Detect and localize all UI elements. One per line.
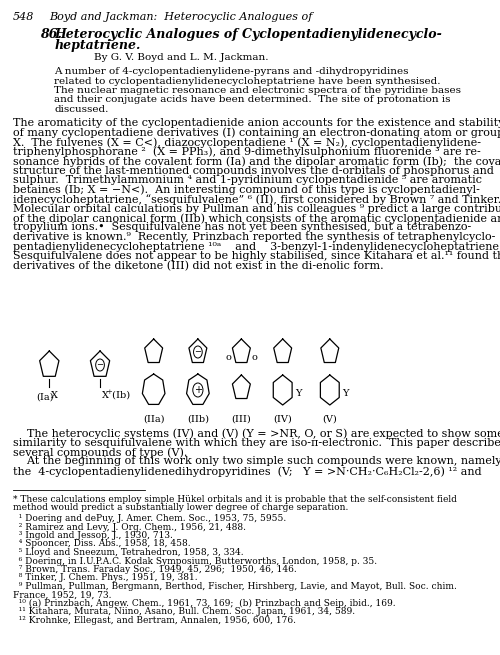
- Text: A number of 4-cyclopentadienylidene-pyrans and -dihydropyridines: A number of 4-cyclopentadienylidene-pyra…: [54, 67, 409, 76]
- Text: France, 1952, 19, 73.: France, 1952, 19, 73.: [13, 591, 112, 599]
- Text: By G. V. Boyd and L. M. Jackman.: By G. V. Boyd and L. M. Jackman.: [94, 53, 268, 62]
- Text: (IIa): (IIa): [143, 415, 165, 424]
- Text: (V): (V): [322, 415, 337, 424]
- Text: Molecular orbital calculations by Pullman and his colleagues ⁹ predict a large c: Molecular orbital calculations by Pullma…: [13, 204, 500, 214]
- Text: ⁵ Lloyd and Sneezum, Tetrahedron, 1958, 3, 334.: ⁵ Lloyd and Sneezum, Tetrahedron, 1958, …: [13, 548, 243, 557]
- Text: −: −: [194, 348, 202, 356]
- Text: similarity to sesquifulvalene with which they are iso-π-electronic.  This paper : similarity to sesquifulvalene with which…: [13, 438, 500, 447]
- Text: Y: Y: [295, 388, 302, 398]
- Text: derivative is known.⁹  Recently, Prinzbach reported the synthesis of tetraphenyl: derivative is known.⁹ Recently, Prinzbac…: [13, 232, 496, 242]
- Text: ¹ Doering and dePuy, J. Amer. Chem. Soc., 1953, 75, 5955.: ¹ Doering and dePuy, J. Amer. Chem. Soc.…: [13, 514, 286, 523]
- Text: ⁸ Tinker, J. Chem. Phys., 1951, 19, 381.: ⁸ Tinker, J. Chem. Phys., 1951, 19, 381.: [13, 574, 198, 582]
- Text: Heterocyclic Analogues of Cyclopentadienylidenecyclo-: Heterocyclic Analogues of Cyclopentadien…: [54, 28, 442, 41]
- Text: (III): (III): [232, 415, 252, 424]
- Text: of many cyclopentadiene derivatives (I) containing an electron-donating atom or : of many cyclopentadiene derivatives (I) …: [13, 128, 500, 138]
- Text: The nuclear magnetic resonance and electronic spectra of the pyridine bases: The nuclear magnetic resonance and elect…: [54, 86, 462, 95]
- Text: −: −: [96, 360, 103, 369]
- Text: The aromaticity of the cyclopentadienide anion accounts for the existence and st: The aromaticity of the cyclopentadienide…: [13, 118, 500, 128]
- Text: sulphur.  Trimethylammonium ⁴ and 1-pyridinium cyclopentadienide ⁵ are aromatic: sulphur. Trimethylammonium ⁴ and 1-pyrid…: [13, 175, 482, 185]
- Text: related to cyclopentadienylidenecycloheptatriene have been synthesised.: related to cyclopentadienylidenecyclohep…: [54, 77, 441, 86]
- Text: ¹¹ Kitahara, Murata, Niino, Asano, Bull. Chem. Soc. Japan, 1961, 34, 589.: ¹¹ Kitahara, Murata, Niino, Asano, Bull.…: [13, 607, 355, 616]
- Text: Sesquifulvalene does not appear to be highly stabilised, since Kitahara et al.¹¹: Sesquifulvalene does not appear to be hi…: [13, 251, 500, 261]
- Text: ¹⁰ (a) Prinzbach, Angew. Chem., 1961, 73, 169;  (b) Prinzbach and Seip, ibid., 1: ¹⁰ (a) Prinzbach, Angew. Chem., 1961, 73…: [13, 599, 396, 608]
- Text: Boyd and Jackman:  Heterocyclic Analogues of: Boyd and Jackman: Heterocyclic Analogues…: [50, 12, 313, 22]
- Text: X: X: [50, 391, 58, 400]
- Text: sonance hybrids of the covalent form (Ia) and the dipolar aromatic form (Ib);  t: sonance hybrids of the covalent form (Ia…: [13, 156, 500, 166]
- Text: (Ib): (Ib): [110, 391, 130, 400]
- Text: several compounds of type (V).: several compounds of type (V).: [13, 447, 188, 458]
- Text: X: X: [102, 391, 108, 400]
- Text: 86.: 86.: [40, 28, 62, 41]
- Text: tropylium ions.•  Sesquifulvalene has not yet been synthesised, but a tetrabenzo: tropylium ions.• Sesquifulvalene has not…: [13, 223, 471, 233]
- Text: triphenylphosphorane ²  (X = PPh₃), and 9-dimethylsulphonium fluorenide ³ are re: triphenylphosphorane ² (X = PPh₃), and 9…: [13, 147, 481, 157]
- Text: of the dipolar canonical form (IIb) which consists of the aromatic cyclopentadie: of the dipolar canonical form (IIb) whic…: [13, 213, 500, 223]
- Text: idenecycloheptatriene, “sesquifulvalene” ⁶ (II), first considered by Brown ⁷ and: idenecycloheptatriene, “sesquifulvalene”…: [13, 194, 500, 205]
- Text: derivatives of the diketone (III) did not exist in the di-enolic form.: derivatives of the diketone (III) did no…: [13, 261, 384, 271]
- Text: (IIb): (IIb): [187, 415, 209, 424]
- Text: ² Ramirez and Levy, J. Org. Chem., 1956, 21, 488.: ² Ramirez and Levy, J. Org. Chem., 1956,…: [13, 523, 246, 531]
- Text: betaines (Ib; X = −N<).  An interesting compound of this type is cyclopentadieny: betaines (Ib; X = −N<). An interesting c…: [13, 185, 480, 195]
- Text: X.  The fulvenes (X = C<), diazocyclopentadiene ¹ (X = N₂), cyclopentadienyliden: X. The fulvenes (X = C<), diazocyclopent…: [13, 137, 481, 147]
- Text: +: +: [194, 385, 202, 395]
- Text: (IV): (IV): [274, 415, 292, 424]
- Text: o: o: [226, 352, 232, 362]
- Text: The heterocyclic systems (IV) and (V) (Y = >NR, O, or S) are expected to show so: The heterocyclic systems (IV) and (V) (Y…: [13, 428, 500, 439]
- Text: 548: 548: [13, 12, 34, 22]
- Text: ⁴ Spooncer, Diss. Abs., 1958, 18, 458.: ⁴ Spooncer, Diss. Abs., 1958, 18, 458.: [13, 540, 190, 548]
- Text: +: +: [106, 388, 112, 396]
- Text: ¹² Krohnke, Ellegast, and Bertram, Annalen, 1956, 600, 176.: ¹² Krohnke, Ellegast, and Bertram, Annal…: [13, 616, 296, 625]
- Text: (Ia): (Ia): [36, 393, 54, 402]
- Text: method would predict a substantially lower degree of charge separation.: method would predict a substantially low…: [13, 504, 348, 512]
- Text: pentadienylidenecycloheptatriene ¹⁰ᵃ    and    3-benzyl-1-indenylidenecyclohepta: pentadienylidenecycloheptatriene ¹⁰ᵃ and…: [13, 242, 500, 252]
- Text: Y: Y: [342, 388, 348, 398]
- Text: ⁶ Doering, in I.U.P.A.C. Kodak Symposium, Butterworths, London, 1958, p. 35.: ⁶ Doering, in I.U.P.A.C. Kodak Symposium…: [13, 557, 377, 565]
- Text: discussed.: discussed.: [54, 105, 108, 114]
- Text: * These calculations employ simple Hükel orbitals and it is probable that the se: * These calculations employ simple Hükel…: [13, 495, 457, 504]
- Text: structure of the last-mentioned compounds involves the d-orbitals of phosphorus : structure of the last-mentioned compound…: [13, 166, 494, 176]
- Text: At the beginning of this work only two simple such compounds were known, namely: At the beginning of this work only two s…: [13, 457, 500, 466]
- Text: o: o: [252, 352, 258, 362]
- Text: ⁹ Pullman, Pullman, Bergmann, Berthod, Fischer, Hirshberg, Lavie, and Mayot, Bul: ⁹ Pullman, Pullman, Bergmann, Berthod, F…: [13, 582, 457, 591]
- Text: ³ Ingold and Jessop, J., 1930, 713.: ³ Ingold and Jessop, J., 1930, 713.: [13, 531, 173, 540]
- Text: heptatriene.: heptatriene.: [54, 39, 140, 52]
- Text: the  4-cyclopentadienylidenedihydropyridines  (V;   Y = >N·CH₂·C₆H₂Cl₂-2,6) ¹² a: the 4-cyclopentadienylidenedihydropyridi…: [13, 466, 482, 477]
- Text: ⁷ Brown, Trans. Faraday Soc., 1949, 45, 296;  1950, 46, 146.: ⁷ Brown, Trans. Faraday Soc., 1949, 45, …: [13, 565, 297, 574]
- Text: and their conjugate acids have been determined.  The site of protonation is: and their conjugate acids have been dete…: [54, 96, 451, 105]
